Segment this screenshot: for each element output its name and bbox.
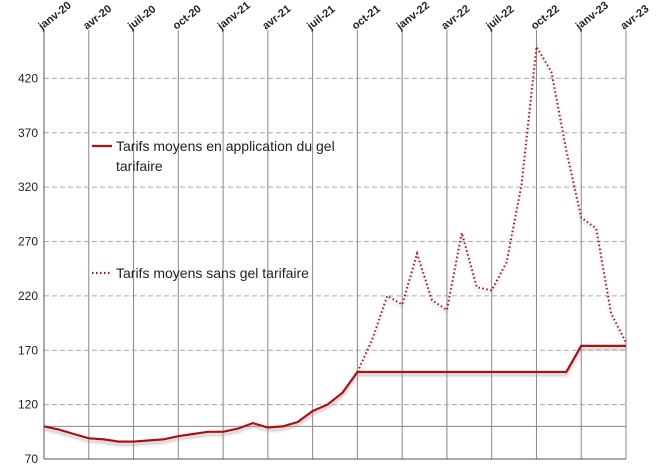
legend-label: Tarifs moyens en application du gel tari… [116, 138, 335, 174]
legend-label: Tarifs moyens sans gel tarifaire [116, 265, 309, 281]
x-tick-label: janv-20 [36, 0, 74, 33]
y-tick-label: 70 [25, 452, 39, 466]
x-tick-label: juil-21 [304, 3, 337, 33]
x-tick-label: avr-23 [618, 3, 651, 32]
x-tick-label: janv-23 [573, 0, 611, 33]
x-tick-label: avr-20 [81, 3, 114, 32]
y-tick-label: 320 [18, 180, 38, 194]
y-tick-label: 120 [18, 398, 38, 412]
x-tick-label: janv-22 [394, 0, 432, 33]
x-tick-label: juil-22 [483, 3, 516, 33]
y-tick-label: 370 [18, 126, 38, 140]
x-tick-label: juil-20 [125, 3, 158, 33]
series-line [43, 344, 626, 443]
x-tick-label: oct-21 [350, 3, 383, 32]
series-line [356, 43, 627, 373]
x-tick-label: oct-22 [529, 3, 562, 32]
y-tick-label: 170 [18, 343, 38, 357]
y-tick-label: 270 [18, 235, 38, 249]
x-tick-label: oct-20 [171, 3, 204, 32]
x-tick-label: avr-21 [260, 3, 293, 32]
y-tick-label: 220 [18, 289, 38, 303]
x-tick-label: avr-22 [439, 3, 472, 32]
x-tick-label: janv-21 [215, 0, 253, 33]
y-tick-label: 420 [18, 71, 38, 85]
